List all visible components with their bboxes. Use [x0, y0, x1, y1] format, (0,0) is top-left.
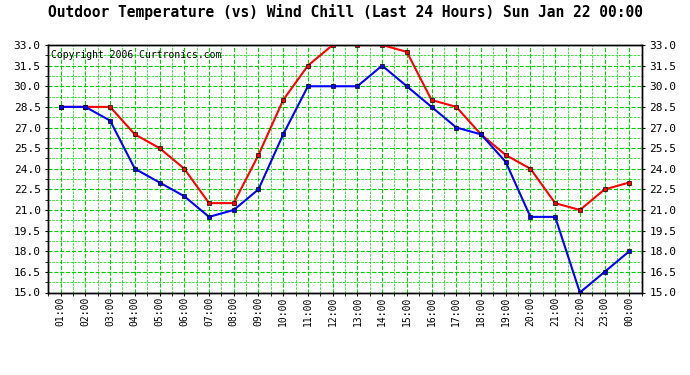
Text: Outdoor Temperature (vs) Wind Chill (Last 24 Hours) Sun Jan 22 00:00: Outdoor Temperature (vs) Wind Chill (Las… [48, 4, 642, 20]
Text: Copyright 2006 Curtronics.com: Copyright 2006 Curtronics.com [51, 50, 221, 60]
